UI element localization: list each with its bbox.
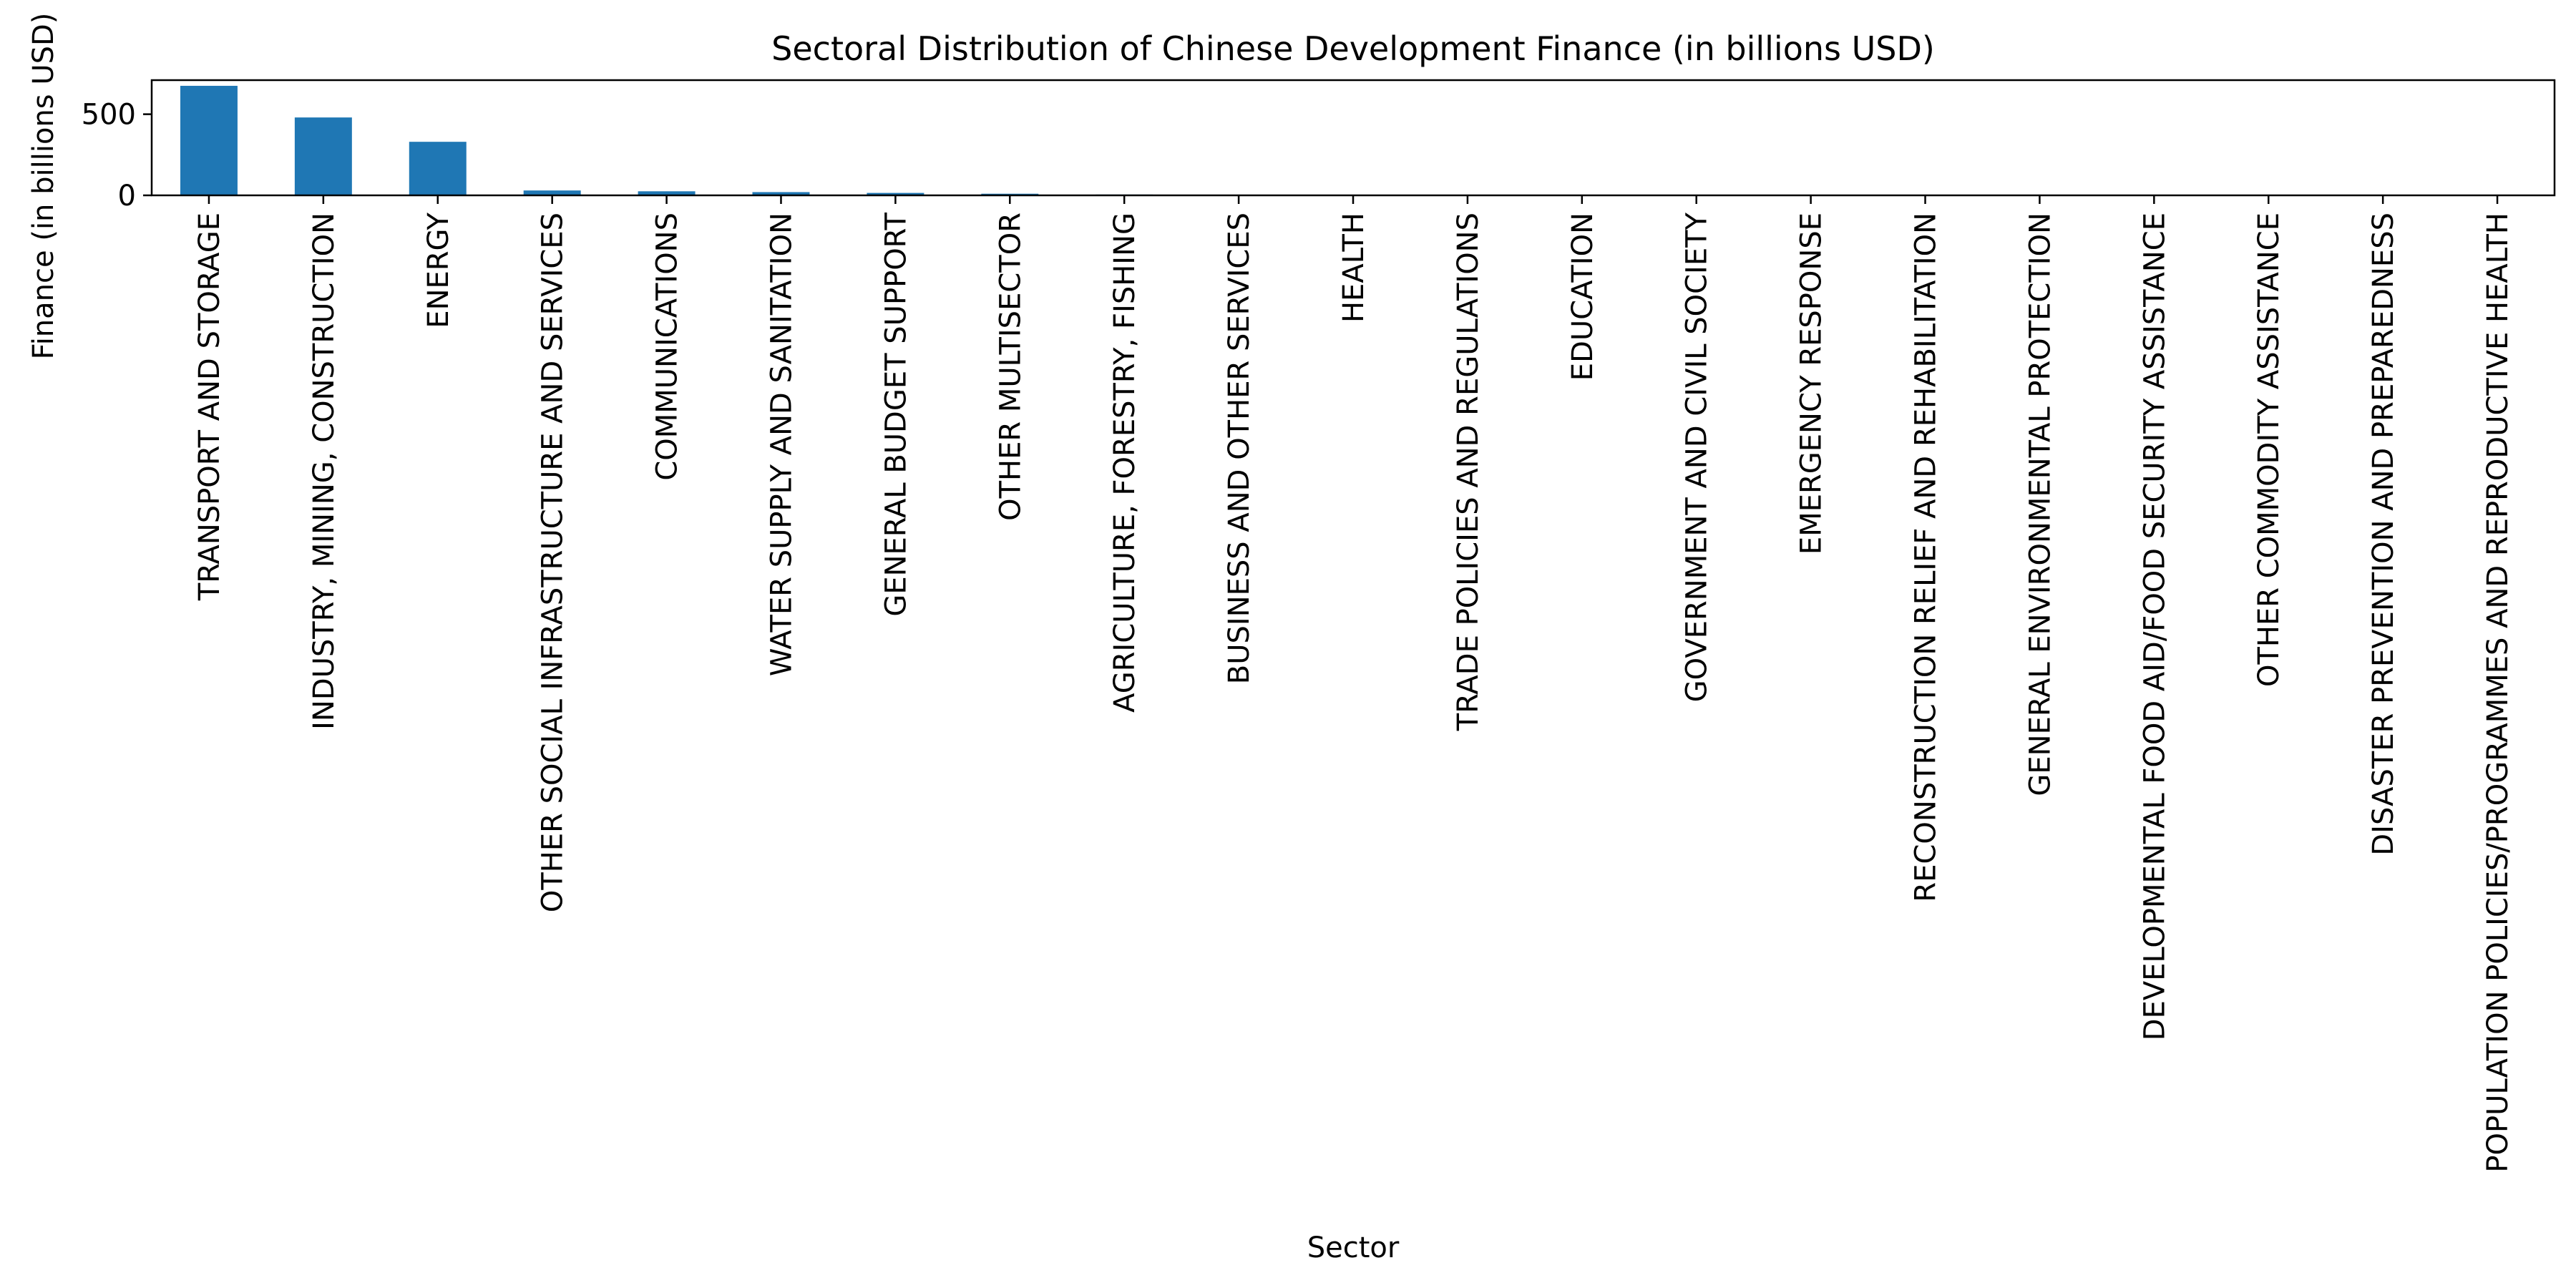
x-tick-label: COMMUNICATIONS: [651, 213, 684, 481]
bar: [867, 192, 924, 195]
plot-area: 0 500 TRANSPORT AND STORAGE INDUSTRY, MININ…: [82, 79, 2556, 1173]
x-tick-label: DEVELOPMENTAL FOOD AID/FOOD SECURITY ASS…: [2138, 213, 2171, 1040]
x-tick-label: RECONSTRUCTION RELIEF AND REHABILITATION: [1910, 213, 1943, 902]
x-tick-label: OTHER SOCIAL INFRASTRUCTURE AND SERVICES: [537, 213, 570, 912]
x-tick-label: GOVERNMENT AND CIVIL SOCIETY: [1681, 212, 1714, 702]
x-tick-label: ENERGY: [422, 212, 455, 328]
x-tick-label: OTHER COMMODITY ASSISTANCE: [2253, 213, 2285, 687]
bar: [180, 85, 238, 196]
chart-title: Sectoral Distribution of Chinese Develop…: [771, 29, 1935, 68]
x-tick-label: EMERGENCY RESPONSE: [1795, 213, 1828, 555]
x-tick-label: GENERAL ENVIRONMENTAL PROTECTION: [2024, 213, 2057, 796]
x-tick-label: GENERAL BUDGET SUPPORT: [879, 212, 912, 616]
x-tick-label: WATER SUPPLY AND SANITATION: [765, 213, 798, 676]
bar: [638, 191, 696, 195]
x-tick-label: DISASTER PREVENTION AND PREPAREDNESS: [2367, 213, 2400, 856]
y-tick-label: 0: [118, 180, 136, 213]
bar: [294, 117, 352, 195]
x-tick-label: AGRICULTURE, FORESTRY, FISHING: [1108, 213, 1141, 713]
x-axis-label: Sector: [1307, 1231, 1400, 1264]
x-tick-label: TRADE POLICIES AND REGULATIONS: [1452, 213, 1485, 731]
bar: [409, 142, 467, 195]
bar: [752, 192, 810, 195]
x-tick-label: EDUCATION: [1566, 213, 1599, 381]
x-tick-label: INDUSTRY, MINING, CONSTRUCTION: [308, 213, 341, 730]
x-tick-label: BUSINESS AND OTHER SERVICES: [1223, 213, 1256, 684]
x-tick-label: TRANSPORT AND STORAGE: [193, 213, 226, 601]
x-tick-label: POPULATION POLICIES/PROGRAMMES AND REPRO…: [2482, 213, 2514, 1173]
x-tick-label: HEALTH: [1337, 213, 1370, 323]
bar: [523, 190, 581, 195]
x-tick-label: OTHER MULTISECTOR: [994, 213, 1027, 521]
y-axis-label: Finance (in billions USD): [27, 13, 60, 360]
y-tick-label: 500: [82, 99, 136, 132]
